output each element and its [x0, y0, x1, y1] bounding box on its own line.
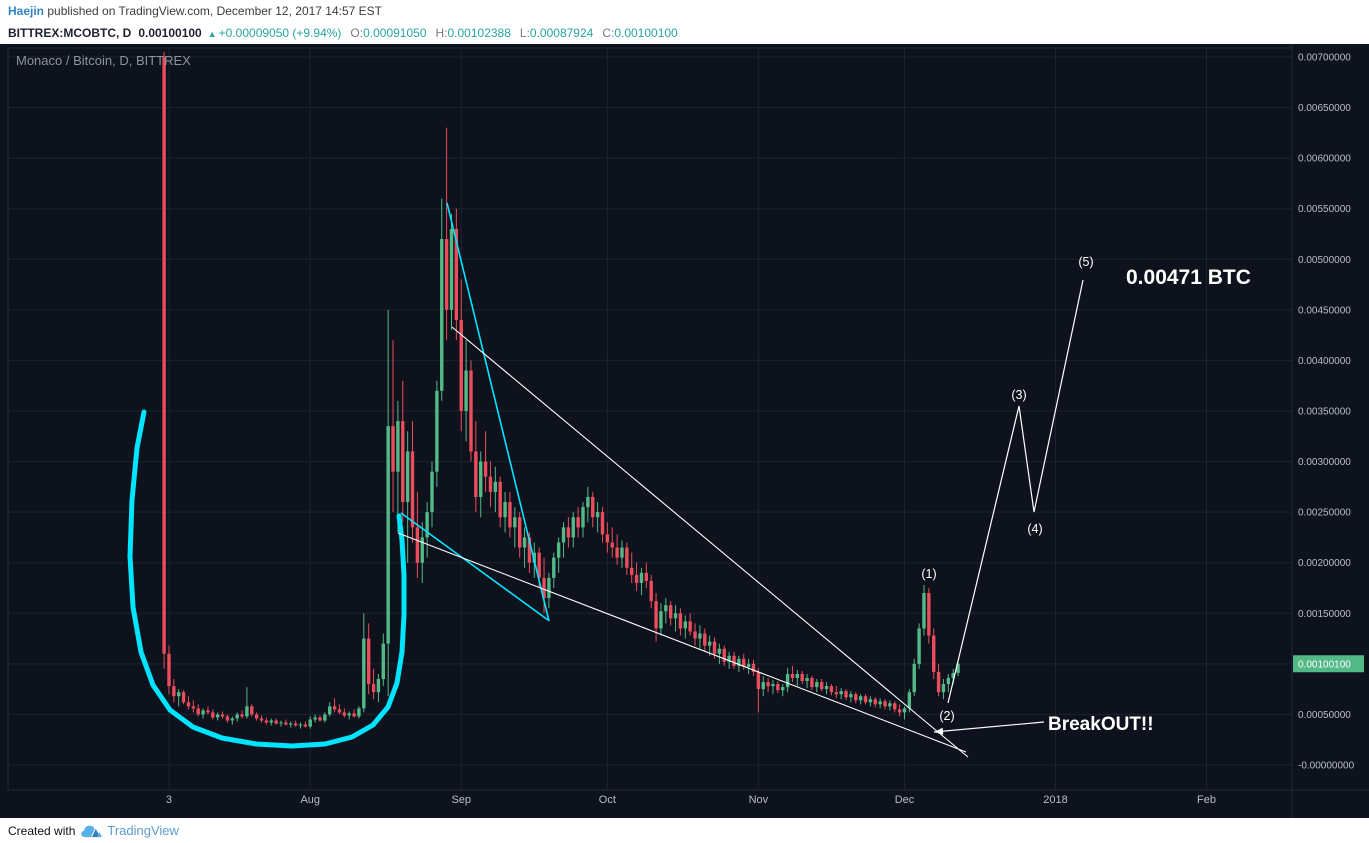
published-text: published on TradingView.com, December 1…: [44, 4, 383, 18]
author-link[interactable]: Haejin: [8, 4, 45, 18]
svg-text:Feb: Feb: [1197, 794, 1216, 806]
svg-text:3: 3: [166, 794, 172, 806]
cyan-trendline: [446, 202, 550, 622]
pane-borders: [7, 44, 1369, 818]
tradingview-logo-icon: [81, 825, 103, 837]
svg-text:0.00050000: 0.00050000: [1298, 710, 1351, 721]
svg-text:0.00500000: 0.00500000: [1298, 255, 1351, 266]
svg-text:0.00300000: 0.00300000: [1298, 457, 1351, 468]
chart-watermark-title: Monaco / Bitcoin, D, BITTREX: [16, 53, 191, 68]
svg-text:Monaco / Bitcoin, D, BITTREX: Monaco / Bitcoin, D, BITTREX: [16, 53, 191, 68]
elliott-projection-path: [947, 279, 1084, 704]
up-triangle-icon: ▲: [207, 29, 217, 39]
open-value: 0.00091050: [363, 26, 427, 40]
svg-text:-0.00000000: -0.00000000: [1298, 761, 1355, 772]
low-value: 0.00087924: [529, 26, 594, 40]
svg-text:2018: 2018: [1043, 794, 1067, 806]
svg-text:Sep: Sep: [451, 794, 471, 806]
svg-text:BreakOUT!!: BreakOUT!!: [1048, 714, 1154, 735]
svg-text:(5): (5): [1078, 255, 1093, 269]
high-label: H:: [435, 26, 448, 40]
annotation-texts: (1) (2) (3) (4) (5) 0.00471 BTC BreakOUT!!: [921, 255, 1251, 735]
last-price: 0.00100100: [138, 26, 202, 40]
svg-text:0.00600000: 0.00600000: [1298, 154, 1351, 165]
svg-text:0.00450000: 0.00450000: [1298, 305, 1351, 316]
svg-text:0.00550000: 0.00550000: [1298, 204, 1351, 215]
close-value: 0.00100100: [614, 26, 678, 40]
svg-text:(2): (2): [939, 709, 954, 723]
ohlc-low: L:0.00087924: [520, 26, 593, 40]
svg-text:0.00250000: 0.00250000: [1298, 508, 1351, 519]
svg-text:(3): (3): [1011, 388, 1026, 402]
ohlc-high: H:0.00102388: [436, 26, 511, 40]
ohlc-close: C:0.00100100: [602, 26, 677, 40]
ohlc-open: O:0.00091050: [350, 26, 426, 40]
white-trendline: [451, 326, 969, 758]
cyan-rounding-curve: [127, 409, 407, 749]
change-text: +0.00009050 (+9.94%): [218, 26, 342, 40]
candles: [162, 51, 960, 729]
svg-text:Aug: Aug: [300, 794, 320, 806]
chart-background: [0, 44, 1369, 818]
open-label: O:: [350, 26, 364, 40]
time-axis: 3 Aug Sep Oct Nov Dec 2018 Feb: [166, 794, 1216, 806]
drawings: [127, 202, 1084, 758]
svg-text:0.00350000: 0.00350000: [1298, 407, 1351, 418]
svg-text:Nov: Nov: [749, 794, 769, 806]
svg-text:(4): (4): [1027, 522, 1042, 536]
white-trendline: [397, 532, 967, 753]
svg-text:Oct: Oct: [599, 794, 616, 806]
footer-bar: Created with TradingView: [0, 818, 1369, 843]
tradingview-link[interactable]: TradingView: [80, 823, 179, 838]
created-with-text: Created with: [8, 823, 76, 838]
symbol-info-bar: BITTREX:MCOBTC, D 0.00100100 ▲ +0.0000905…: [0, 22, 1369, 44]
svg-text:0.00471 BTC: 0.00471 BTC: [1126, 266, 1251, 289]
svg-text:0.00150000: 0.00150000: [1298, 609, 1351, 620]
current-price-badge: 0.00100100: [1293, 655, 1364, 673]
svg-text:(1): (1): [921, 567, 936, 581]
close-label: C:: [602, 26, 615, 40]
high-value: 0.00102388: [447, 26, 511, 40]
cyan-trendline: [400, 512, 549, 621]
attribution-bar: Haejin published on TradingView.com, Dec…: [0, 0, 1369, 22]
symbol-title: BITTREX:MCOBTC, D: [8, 26, 132, 40]
svg-text:0.00650000: 0.00650000: [1298, 103, 1351, 114]
breakout-arrowhead: [934, 727, 944, 735]
breakout-arrow: [933, 721, 1045, 733]
svg-text:0.00700000: 0.00700000: [1298, 53, 1351, 64]
tradingview-brand-text: TradingView: [107, 823, 179, 838]
svg-text:0.00100100: 0.00100100: [1298, 659, 1351, 670]
svg-text:0.00400000: 0.00400000: [1298, 356, 1351, 367]
low-label: L:: [519, 26, 530, 40]
svg-text:0.00200000: 0.00200000: [1298, 558, 1351, 569]
price-change: ▲ +0.00009050 (+9.94%): [208, 26, 342, 40]
svg-text:Dec: Dec: [895, 794, 915, 806]
